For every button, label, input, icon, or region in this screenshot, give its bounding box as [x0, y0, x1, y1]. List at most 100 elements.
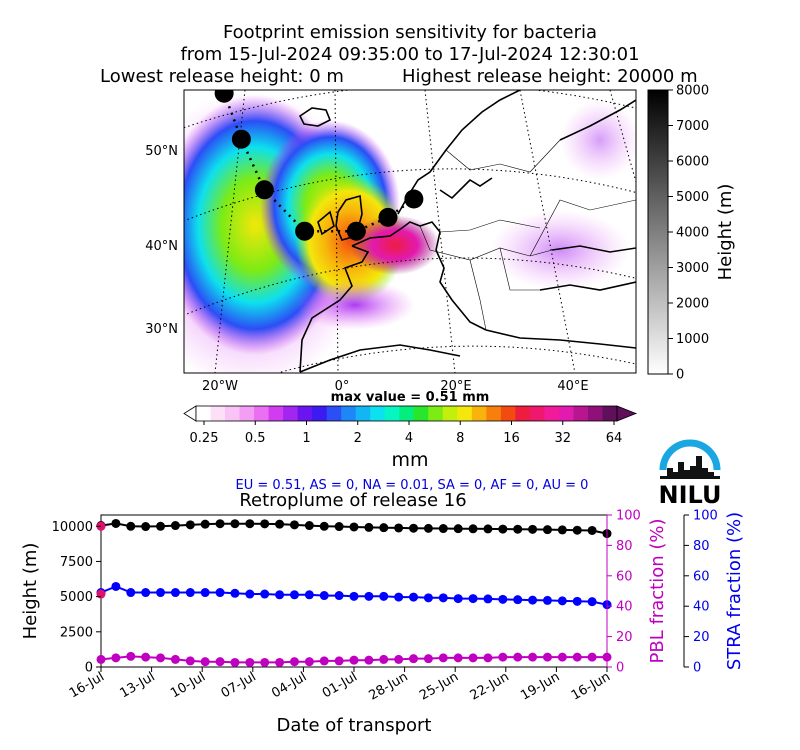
series-2-point-17: [349, 655, 359, 665]
height-colorbar-tick-label-3: 3000: [676, 261, 709, 276]
stra-axis-tick-label-1: 20: [693, 630, 710, 645]
sensitivity-colorbar-cell-15: [413, 406, 429, 421]
stra-axis-tick-label-4: 80: [693, 539, 710, 554]
series-1-point-19: [379, 591, 389, 601]
series-2-point-23: [438, 653, 448, 663]
lon-label-20e: 20°E: [440, 379, 471, 394]
height-colorbar-tick-label-0: 0: [676, 368, 684, 383]
series-1-point-26: [483, 594, 493, 604]
series-0-point-19: [379, 523, 389, 533]
stra-axis-tick-label-3: 60: [693, 569, 710, 584]
sensitivity-colorbar-cell-25: [558, 406, 575, 421]
series-2-point-2: [126, 651, 136, 661]
series-0-point-4: [156, 521, 166, 531]
series-1-point-15: [319, 591, 329, 601]
series-2-point-25: [468, 653, 478, 663]
title-line-2: from 15-Jul-2024 09:35:00 to 17-Jul-2024…: [180, 44, 639, 65]
nilu-logo: NILU: [659, 439, 722, 509]
stra-axis-label: STRA fraction (%): [724, 512, 745, 670]
series-0-point-14: [304, 521, 314, 531]
logo-skyline-icon: [660, 456, 720, 479]
sensitivity-colorbar-cell-20: [486, 406, 502, 421]
date-axis-tick-label-1: 13-Jul: [117, 669, 157, 701]
height-colorbar-tick-label-4: 4000: [676, 226, 709, 241]
trajectory-point-6: [404, 189, 424, 209]
series-1-point-33: [587, 597, 597, 607]
sensitivity-colorbar-tick-label-6: 16: [503, 431, 520, 446]
sensitivity-unit-label: mm: [391, 449, 428, 471]
series-1-point-9: [230, 588, 240, 598]
series-2-point-13: [289, 657, 299, 667]
series-0-point-30: [542, 525, 552, 535]
sensitivity-colorbar-cell-10: [341, 406, 357, 421]
sensitivity-colorbar: 0.25 0.5 1 2 4 8 16 32 64 mm: [183, 405, 638, 471]
height-colorbar-tick-label-1: 1000: [676, 332, 709, 347]
series-1-point-13: [289, 590, 299, 600]
chart-title: Retroplume of release 16: [239, 490, 466, 511]
sensitivity-colorbar-cell-2: [225, 406, 241, 421]
sensitivity-colorbar-cell-26: [573, 406, 589, 421]
series-2-point-9: [230, 657, 240, 667]
series-1-point-8: [215, 588, 225, 598]
sensitivity-colorbar-tick-label-5: 8: [456, 431, 464, 446]
height-axis-tick-label-3: 7500: [60, 555, 93, 570]
release-high-label: Highest release height: 20000 m: [402, 66, 698, 87]
series-0-point-15: [319, 521, 329, 531]
series-2-point-24: [453, 653, 463, 663]
series-1-point-3: [141, 588, 151, 598]
series-2-point-3: [141, 652, 151, 662]
region-fractions: EU = 0.51, AS = 0, NA = 0.01, SA = 0, AF…: [236, 478, 589, 493]
series-1-point-1: [111, 581, 121, 591]
series-1-point-29: [528, 595, 538, 605]
series-0-point-8: [215, 519, 225, 529]
series-1-point-10: [245, 589, 255, 599]
sensitivity-colorbar-cell-7: [297, 406, 313, 421]
max-value-label: max value = 0.51 mm: [331, 390, 490, 405]
series-2-point-0: [96, 654, 106, 664]
series-0-point-23: [438, 524, 448, 534]
series-2-point-5: [170, 654, 180, 664]
height-axis-tick-label-4: 10000: [52, 520, 93, 535]
series-1-point-12: [275, 590, 285, 600]
height-axis-label: Height (m): [20, 543, 41, 640]
series-0-point-31: [557, 525, 567, 535]
series-1-point-31: [557, 596, 567, 606]
series-0-point-6: [185, 520, 195, 530]
series-0-point-12: [275, 519, 285, 529]
date-axis-tick-label-10: 16-Jun: [569, 669, 613, 703]
height-colorbar-tick-label-5: 5000: [676, 190, 709, 205]
series-1-point-20: [394, 592, 404, 602]
series-0-point-11: [260, 519, 270, 529]
sensitivity-colorbar-cell-22: [515, 406, 531, 421]
series-1-point-11: [260, 589, 270, 599]
sensitivity-colorbar-tick-label-2: 1: [302, 431, 310, 446]
map-panel: 50°N 40°N 30°N 20°W 0° 20°E 40°E max val…: [145, 89, 637, 405]
date-axis-tick-label-8: 22-Jun: [468, 669, 512, 703]
series-0-point-13: [289, 520, 299, 530]
logo-arc-icon: [659, 439, 721, 471]
series-2-point-18: [364, 655, 374, 665]
series-0-point-33: [587, 525, 597, 535]
date-axis-tick-label-7: 25-Jun: [417, 669, 461, 703]
series-2-point-22: [423, 654, 433, 664]
series-1-point-23: [438, 593, 448, 603]
series-1-point-27: [498, 594, 508, 604]
series-1-point-17: [349, 591, 359, 601]
date-axis-tick-label-4: 04-Jul: [269, 669, 309, 701]
trajectory-point-0: [214, 90, 234, 103]
sensitivity-colorbar-ticks: 0.25 0.5 1 2 4 8 16 32 64: [190, 421, 622, 446]
date-axis-tick-label-6: 28-Jun: [366, 669, 410, 703]
pbl-axis-tick-label-4: 80: [616, 539, 633, 554]
series-1-point-7: [200, 588, 210, 598]
series-1-point-6: [185, 588, 195, 598]
pbl-axis-label: PBL fraction (%): [647, 519, 668, 664]
logo-text: NILU: [659, 481, 722, 509]
date-axis-tick-label-3: 07-Jul: [219, 669, 259, 701]
sensitivity-colorbar-cell-12: [370, 406, 386, 421]
sensitivity-colorbar-cell-3: [239, 406, 255, 421]
trajectory-point-5: [378, 207, 398, 227]
lat-label-50n: 50°N: [145, 144, 178, 159]
sensitivity-colorbar-tick-label-3: 2: [354, 431, 362, 446]
pbl-axis-tick-label-2: 40: [616, 600, 633, 615]
sensitivity-colorbar-cell-27: [587, 406, 604, 421]
